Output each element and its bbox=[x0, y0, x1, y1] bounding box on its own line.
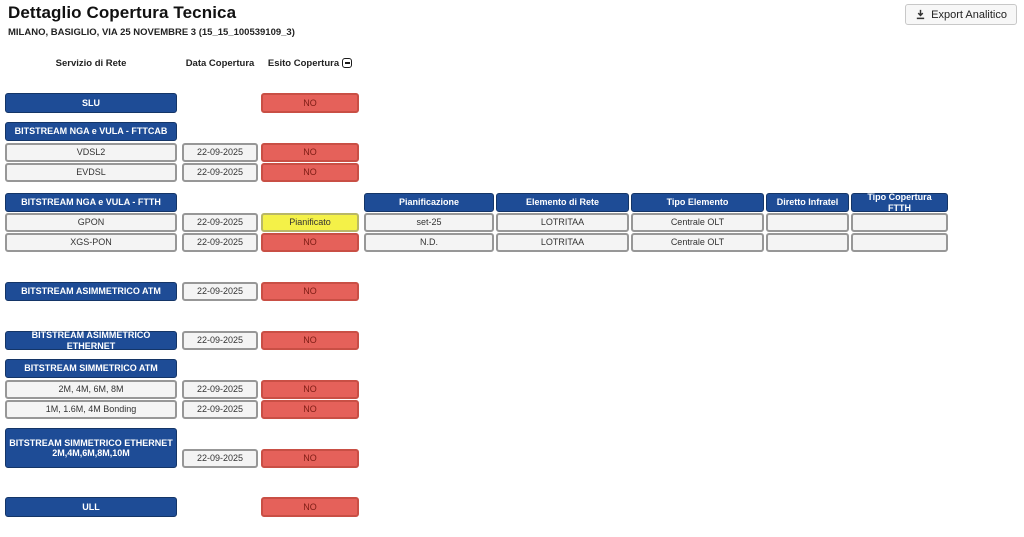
export-analitico-button[interactable]: Export Analitico bbox=[905, 4, 1017, 25]
ftth-col-diretto-infratel: Diretto Infratel bbox=[766, 193, 849, 212]
slu-header-cell: SLU bbox=[5, 93, 177, 113]
ftth-col-tipo-copertura-ftth: Tipo Copertura FTTH bbox=[851, 192, 948, 213]
vdsl2-service-cell: VDSL2 bbox=[5, 143, 177, 162]
column-header-data-copertura: Data Copertura bbox=[185, 57, 255, 69]
asimmetrico-atm-esito-badge: NO bbox=[261, 282, 359, 301]
sim-atm-profile2-esito-badge: NO bbox=[261, 400, 359, 419]
simmetrico-ethernet-header-cell: BITSTREAM SIMMETRICO ETHERNET 2M,4M,6M,8… bbox=[5, 428, 177, 468]
asimmetrico-atm-date-cell: 22-09-2025 bbox=[182, 282, 258, 301]
minus-bar bbox=[344, 62, 350, 64]
xgspon-elemento-di-rete-cell: LOTRITAA bbox=[496, 233, 629, 252]
simmetrico-ethernet-date-cell: 22-09-2025 bbox=[182, 449, 258, 468]
ull-header-cell: ULL bbox=[5, 497, 177, 517]
vdsl2-esito-badge: NO bbox=[261, 143, 359, 162]
xgspon-tipo-elemento-cell: Centrale OLT bbox=[631, 233, 764, 252]
gpon-tipo-copertura-ftth-cell bbox=[851, 213, 948, 232]
ftth-col-pianificazione: Pianificazione bbox=[364, 193, 494, 212]
asimmetrico-ethernet-date-cell: 22-09-2025 bbox=[182, 331, 258, 350]
column-header-esito-copertura: Esito Copertura bbox=[261, 57, 359, 69]
vdsl2-date-cell: 22-09-2025 bbox=[182, 143, 258, 162]
ftth-col-elemento-di-rete: Elemento di Rete bbox=[496, 193, 629, 212]
xgspon-service-cell: XGS-PON bbox=[5, 233, 177, 252]
gpon-elemento-di-rete-cell: LOTRITAA bbox=[496, 213, 629, 232]
xgspon-tipo-copertura-ftth-cell bbox=[851, 233, 948, 252]
sim-atm-profile1-esito-badge: NO bbox=[261, 380, 359, 399]
xgspon-pianificazione-cell: N.D. bbox=[364, 233, 494, 252]
simmetrico-ethernet-esito-badge: NO bbox=[261, 449, 359, 468]
slu-esito-badge: NO bbox=[261, 93, 359, 113]
column-header-servizio-di-rete: Servizio di Rete bbox=[55, 57, 127, 69]
gpon-esito-badge: Pianificato bbox=[261, 213, 359, 232]
gpon-date-cell: 22-09-2025 bbox=[182, 213, 258, 232]
asimmetrico-atm-header-cell: BITSTREAM ASIMMETRICO ATM bbox=[5, 282, 177, 301]
asimmetrico-ethernet-header-cell: BITSTREAM ASIMMETRICO ETHERNET bbox=[5, 330, 177, 351]
gpon-tipo-elemento-cell: Centrale OLT bbox=[631, 213, 764, 232]
xgspon-diretto-infratel-cell bbox=[766, 233, 849, 252]
asimmetrico-ethernet-esito-badge: NO bbox=[261, 331, 359, 350]
address-subtitle: MILANO, BASIGLIO, VIA 25 NOVEMBRE 3 (15_… bbox=[8, 27, 295, 38]
gpon-diretto-infratel-cell bbox=[766, 213, 849, 232]
sim-atm-profile2-service-cell: 1M, 1.6M, 4M Bonding bbox=[5, 400, 177, 419]
fttcab-section-header: BITSTREAM NGA e VULA - FTTCAB bbox=[5, 122, 177, 141]
xgspon-esito-badge: NO bbox=[261, 233, 359, 252]
xgspon-date-cell: 22-09-2025 bbox=[182, 233, 258, 252]
evdsl-esito-badge: NO bbox=[261, 163, 359, 182]
collapse-minus-icon[interactable] bbox=[342, 58, 353, 68]
evdsl-date-cell: 22-09-2025 bbox=[182, 163, 258, 182]
gpon-pianificazione-cell: set-25 bbox=[364, 213, 494, 232]
sim-atm-profile2-date-cell: 22-09-2025 bbox=[182, 400, 258, 419]
ull-esito-badge: NO bbox=[261, 497, 359, 517]
ftth-section-header: BITSTREAM NGA e VULA - FTTH bbox=[5, 193, 177, 212]
export-button-label: Export Analitico bbox=[931, 8, 1007, 21]
page-title: Dettaglio Copertura Tecnica bbox=[8, 3, 237, 22]
ftth-col-tipo-elemento: Tipo Elemento bbox=[631, 193, 764, 212]
simmetrico-atm-section-header: BITSTREAM SIMMETRICO ATM bbox=[5, 359, 177, 378]
evdsl-service-cell: EVDSL bbox=[5, 163, 177, 182]
sim-atm-profile1-date-cell: 22-09-2025 bbox=[182, 380, 258, 399]
download-icon bbox=[915, 9, 926, 20]
gpon-service-cell: GPON bbox=[5, 213, 177, 232]
esito-copertura-label: Esito Copertura bbox=[267, 57, 340, 69]
sim-atm-profile1-service-cell: 2M, 4M, 6M, 8M bbox=[5, 380, 177, 399]
